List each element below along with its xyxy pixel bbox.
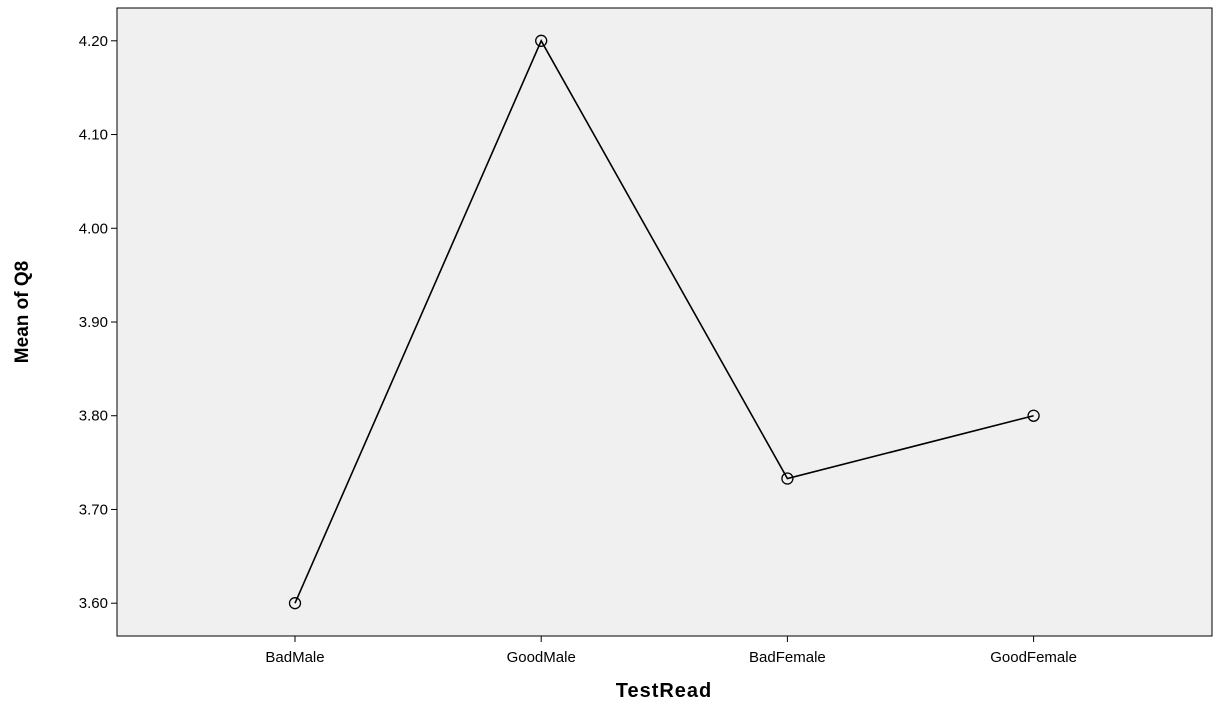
x-axis: BadMale GoodMale BadFemale GoodFemale [265, 636, 1077, 666]
x-tick-label: BadFemale [749, 649, 826, 666]
y-tick-label: 3.80 [79, 408, 108, 425]
series [288, 34, 1040, 610]
x-tick-label: GoodFemale [990, 649, 1077, 666]
series-line [294, 39, 1034, 604]
y-axis: 3.60 3.70 3.80 3.90 4.00 4.10 4.20 [79, 33, 117, 612]
y-tick-label: 4.20 [79, 33, 108, 50]
y-axis-title: Mean of Q8 [12, 261, 33, 363]
y-tick-label: 4.00 [79, 220, 108, 237]
x-tick-label: GoodMale [507, 649, 576, 666]
x-tick-label: BadMale [265, 649, 324, 666]
x-axis-title: TestRead [616, 680, 713, 702]
y-tick-label: 4.10 [79, 127, 108, 144]
data-point-marker [781, 472, 794, 485]
data-point-marker [1027, 409, 1040, 422]
plot-area [116, 7, 1213, 637]
y-tick-label: 3.90 [79, 314, 108, 331]
y-tick-label: 3.60 [79, 595, 108, 612]
data-point-marker [535, 34, 548, 47]
y-tick-label: 3.70 [79, 501, 108, 518]
data-point-marker [288, 597, 302, 610]
